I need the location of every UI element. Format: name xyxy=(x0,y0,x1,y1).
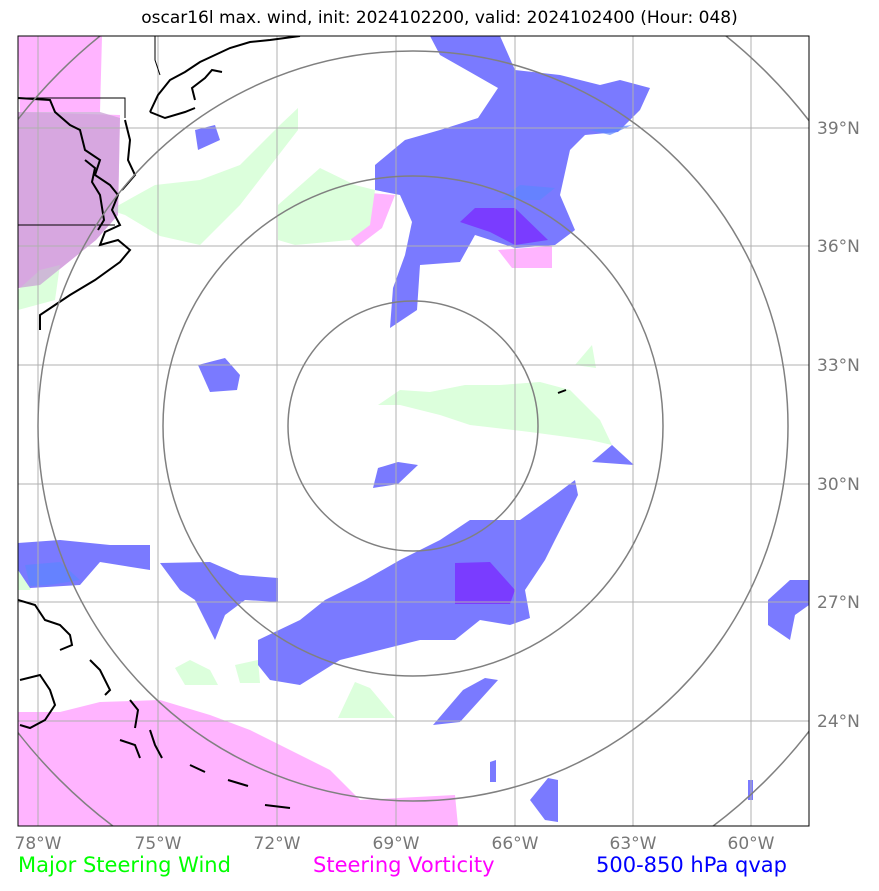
vorticity-region-mid2 xyxy=(498,246,552,268)
qvap-region-se-2 xyxy=(530,778,558,822)
coastline-cuba xyxy=(19,673,57,730)
qvap-region-se-1 xyxy=(433,678,498,725)
x-tick-label: 63°W xyxy=(610,834,657,854)
y-tick-label: 30°N xyxy=(817,475,860,495)
legend-steering-vorticity: Steering Vorticity xyxy=(313,853,495,877)
qvap-strong-2 xyxy=(455,562,515,604)
x-tick-label: 66°W xyxy=(492,834,539,854)
coastline-maine xyxy=(149,36,301,113)
coastline-bahamas-1 xyxy=(89,659,112,696)
wind-region-3 xyxy=(278,168,375,245)
coastline-chesapeake xyxy=(84,159,106,231)
qvap-region-se-3 xyxy=(490,760,496,782)
coastline-florida-keys xyxy=(18,599,74,651)
state-borders xyxy=(18,36,161,226)
wind-region-8 xyxy=(235,660,260,683)
wind-qvap-overlap-1 xyxy=(500,185,555,200)
coastline-bermuda xyxy=(557,389,567,394)
y-tick-label: 24°N xyxy=(817,712,860,732)
qvap-region-small-1 xyxy=(195,125,220,150)
coastline-bahamas-7 xyxy=(264,804,291,809)
qvap-region-small-4 xyxy=(592,445,634,465)
plot-frame xyxy=(17,35,810,827)
wind-regions xyxy=(18,108,612,718)
wind-region-1 xyxy=(110,108,298,245)
qvap-region-north xyxy=(375,36,650,328)
coastline-northeast xyxy=(18,97,132,330)
wind-region-7 xyxy=(175,660,218,685)
wind-region-4 xyxy=(378,382,612,445)
coastline-bahamas-5 xyxy=(189,764,206,773)
y-tick-label: 39°N xyxy=(817,119,860,139)
coastline-bahamas-4 xyxy=(149,729,163,759)
x-tick-label: 78°W xyxy=(15,834,62,854)
coastline-bahamas-2 xyxy=(119,739,141,759)
coastlines xyxy=(18,36,567,809)
qvap-strong-1 xyxy=(460,208,548,245)
x-tick-label: 72°W xyxy=(254,834,301,854)
x-tick-label: 69°W xyxy=(373,834,420,854)
chart-title: oscar16l max. wind, init: 2024102200, va… xyxy=(141,8,738,28)
coastline-bay-2 xyxy=(121,119,137,191)
coastline-bahamas-6 xyxy=(227,779,249,787)
y-tick-labels: 39°N 36°N 33°N 30°N 27°N 24°N xyxy=(817,119,860,732)
x-tick-labels: 78°W 75°W 72°W 69°W 66°W 63°W 60°W xyxy=(15,834,775,854)
vorticity-region-sw xyxy=(18,700,458,826)
x-tick-label: 60°W xyxy=(728,834,775,854)
x-tick-label: 75°W xyxy=(135,834,182,854)
qvap-region-band xyxy=(258,480,578,685)
y-tick-label: 27°N xyxy=(817,593,860,613)
y-tick-label: 33°N xyxy=(817,356,860,376)
y-tick-label: 36°N xyxy=(817,237,860,257)
qvap-region-east xyxy=(768,580,809,640)
legend-qvap: 500-850 hPa qvap xyxy=(596,853,787,877)
coastline-cape xyxy=(190,68,223,101)
vort-qvap-overlap xyxy=(18,112,120,288)
vorticity-region-nw xyxy=(18,36,102,112)
qvap-region-west-2 xyxy=(160,562,278,640)
coastline-long-island xyxy=(149,107,196,120)
wind-region-9 xyxy=(338,682,395,718)
qvap-regions xyxy=(18,36,809,822)
qvap-region-small-2 xyxy=(198,358,240,392)
coastline-bahamas-3 xyxy=(129,699,140,729)
wind-region-5 xyxy=(575,345,596,368)
legend-steering-wind: Major Steering Wind xyxy=(18,853,231,877)
